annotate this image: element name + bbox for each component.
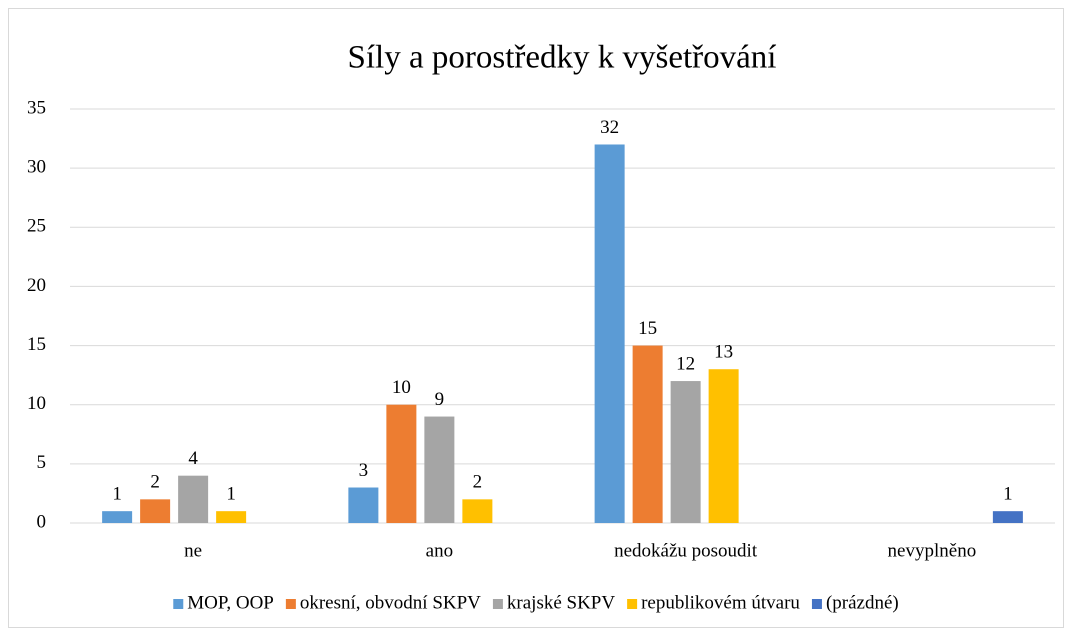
value-label: 32 [600, 117, 619, 138]
x-tick-label: ne [184, 540, 202, 561]
bar [992, 511, 1023, 523]
y-tick-label: 35 [27, 97, 46, 118]
bar [140, 499, 171, 523]
legend-label: MOP, OOP [187, 592, 274, 613]
legend-swatch [492, 599, 503, 609]
x-tick-label: ano [426, 540, 453, 561]
value-label: 1 [112, 484, 122, 505]
bar [386, 404, 417, 523]
value-label: 1 [1003, 484, 1013, 505]
chart-frame [8, 8, 1064, 628]
legend-label: (prázdné) [826, 592, 899, 613]
y-tick-label: 30 [27, 157, 46, 178]
value-label: 2 [150, 472, 160, 493]
legend-label: republikovém útvaru [641, 592, 800, 613]
value-label: 3 [359, 460, 369, 481]
value-label: 2 [473, 472, 483, 493]
y-tick-label: 25 [27, 216, 46, 237]
y-tick-label: 20 [27, 275, 46, 296]
bar [348, 487, 379, 523]
value-label: 4 [188, 448, 198, 469]
y-tick-label: 5 [37, 452, 47, 473]
value-label: 10 [392, 377, 411, 398]
legend-label: okresní, obvodní SKPV [300, 592, 481, 613]
bar [462, 499, 493, 523]
y-tick-label: 15 [27, 334, 46, 355]
bar [216, 511, 247, 523]
bar [670, 381, 701, 523]
bar [424, 416, 455, 523]
value-label: 15 [638, 318, 657, 339]
bar [632, 345, 663, 523]
value-label: 1 [226, 484, 236, 505]
y-tick-label: 0 [37, 511, 47, 532]
x-tick-label: nedokážu posoudit [614, 540, 758, 561]
legend-swatch [173, 599, 184, 609]
value-label: 12 [676, 353, 695, 374]
legend-label: krajské SKPV [507, 592, 615, 613]
legend-swatch [285, 599, 296, 609]
x-tick-label: nevyplněno [888, 540, 977, 561]
bar [594, 144, 625, 523]
bar [178, 475, 209, 523]
value-label: 13 [714, 342, 733, 363]
bar [102, 511, 133, 523]
y-tick-label: 10 [27, 393, 46, 414]
legend-swatch [811, 599, 822, 609]
value-label: 9 [435, 389, 445, 410]
chart-title: Síly a porostředky k vyšetřování [348, 40, 777, 76]
bar [708, 369, 739, 523]
legend-swatch [627, 599, 638, 609]
